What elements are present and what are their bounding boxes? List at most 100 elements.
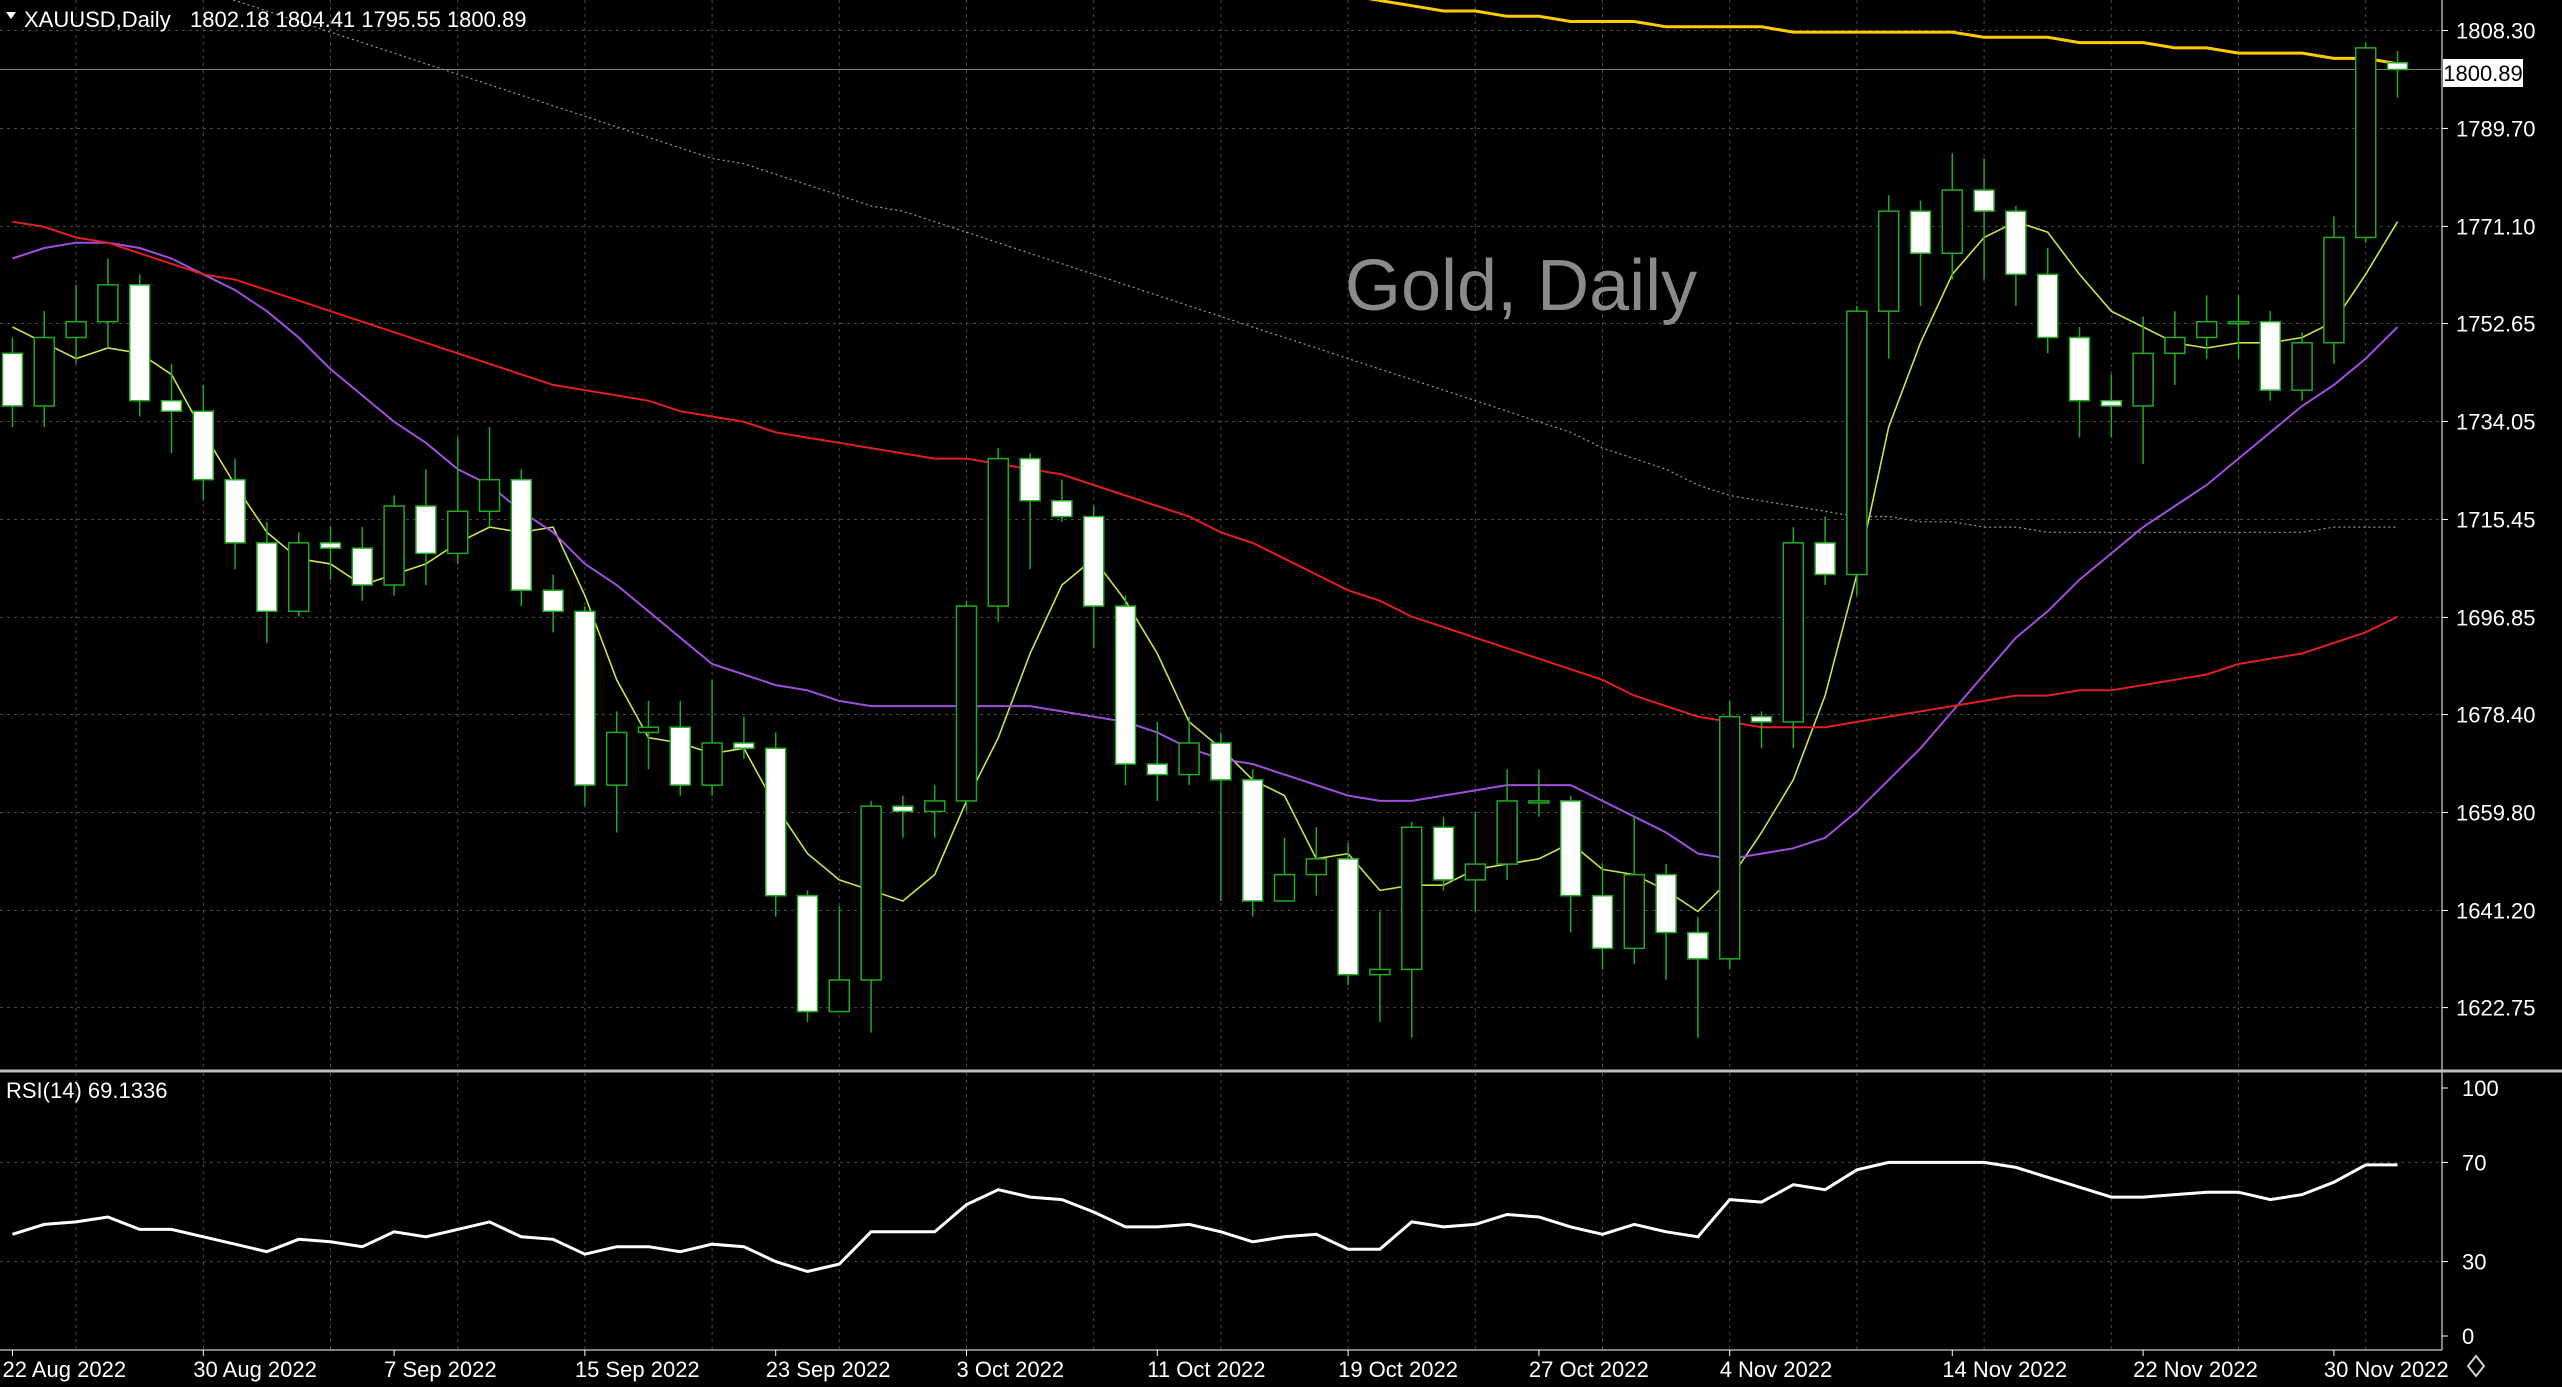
candle xyxy=(1687,916,1709,1038)
candle xyxy=(605,711,628,833)
candle-body-bullish xyxy=(1400,826,1423,971)
candle xyxy=(33,311,56,428)
x-tick-label: 15 Sep 2022 xyxy=(575,1357,700,1382)
candle-body-bullish xyxy=(2323,236,2345,344)
candle-body-bearish xyxy=(542,589,564,613)
candle-body-bearish xyxy=(192,410,215,481)
x-tick-label: 7 Sep 2022 xyxy=(384,1357,497,1382)
moving-average-ma20 xyxy=(12,241,2399,860)
candle xyxy=(2323,216,2345,364)
y-tick-label: 1622.75 xyxy=(2456,996,2536,1021)
candle xyxy=(1210,732,1232,901)
candle xyxy=(923,785,946,838)
candle-body-bullish xyxy=(701,742,723,786)
candle-body-bullish xyxy=(1877,210,1900,312)
candle-body-bearish xyxy=(2036,273,2059,339)
candle xyxy=(637,700,660,770)
current-price-label: 1800.89 xyxy=(2443,61,2523,86)
candle-body-bearish xyxy=(1,352,24,407)
candle-body-bullish xyxy=(1623,873,1646,950)
candle xyxy=(1464,811,1487,912)
candle-body-bullish xyxy=(1941,189,1964,255)
current-price-tag xyxy=(2443,59,2523,87)
candle-body-bearish xyxy=(1559,800,1582,897)
candle xyxy=(97,258,119,349)
candle-body-bullish xyxy=(2132,352,2154,407)
y-tick-label: 1771.10 xyxy=(2456,214,2536,239)
candle xyxy=(987,448,1010,622)
candle-body-bearish xyxy=(1814,542,1836,576)
candle xyxy=(828,906,851,1013)
candle-body-bearish xyxy=(1750,715,1773,723)
candle-body-bearish xyxy=(1082,515,1105,607)
candles xyxy=(1,42,2409,1038)
candle-body-bearish xyxy=(2068,336,2091,402)
candle-body-bearish xyxy=(1019,457,1041,502)
candle xyxy=(796,890,819,1023)
candle xyxy=(2132,316,2154,464)
y-tick-label: 1696.85 xyxy=(2456,605,2536,630)
candle-body-bearish xyxy=(319,542,342,549)
moving-average-lines xyxy=(12,0,2399,913)
moving-average-ma200 xyxy=(1367,0,2398,66)
rsi-line xyxy=(12,1160,2398,1274)
candle-body-bearish xyxy=(1146,763,1169,776)
candle-body-bullish xyxy=(33,336,56,407)
candle-body-bearish xyxy=(1210,742,1232,781)
candle-body-bearish xyxy=(1909,210,1932,255)
candle xyxy=(2227,295,2250,359)
candle-body-bullish xyxy=(1718,715,1741,960)
candle-body-bearish xyxy=(510,478,533,592)
ohlc-readout: 1802.18 1804.41 1795.55 1800.89 xyxy=(190,7,526,32)
candle-body-bullish xyxy=(605,731,628,786)
candle-body-bullish xyxy=(2291,342,2313,391)
candle-body-bearish xyxy=(892,805,914,813)
candle xyxy=(446,437,469,564)
candle-body-bearish xyxy=(1432,826,1455,881)
x-tick-label: 23 Sep 2022 xyxy=(766,1357,891,1382)
x-tick-label: 14 Nov 2022 xyxy=(1942,1357,2067,1382)
candle xyxy=(1528,769,1550,817)
candle-body-bullish xyxy=(1369,968,1391,976)
candle-body-bullish xyxy=(1782,542,1805,723)
candle xyxy=(669,700,692,796)
candle xyxy=(1432,816,1455,891)
candle xyxy=(2354,42,2377,243)
y-tick-label: 1715.45 xyxy=(2456,507,2536,532)
candle-body-bullish xyxy=(1496,800,1518,865)
candle-body-bullish xyxy=(2195,320,2218,339)
candle-body-bullish xyxy=(97,284,119,323)
candle xyxy=(1337,843,1359,986)
y-tick-label: 1641.20 xyxy=(2456,898,2536,923)
candle-body-bearish xyxy=(574,610,596,786)
candle-body-bearish xyxy=(160,399,183,412)
symbol-menu-icon[interactable] xyxy=(6,12,16,19)
candle-body-bearish xyxy=(351,547,374,586)
candle-body-bullish xyxy=(860,805,882,981)
candle-body-bearish xyxy=(2386,61,2409,71)
candle xyxy=(1082,506,1105,649)
candle-body-bearish xyxy=(2005,210,2027,276)
x-tick-label: 27 Oct 2022 xyxy=(1529,1357,1649,1382)
candle xyxy=(1559,795,1582,933)
candle-body-bearish xyxy=(256,542,278,613)
candle-body-bullish xyxy=(2354,47,2377,239)
candle xyxy=(1623,816,1646,965)
candle-body-bearish xyxy=(764,747,787,897)
candle-body-bullish xyxy=(1846,310,1868,576)
symbol-timeframe: XAUUSD,Daily xyxy=(24,7,171,32)
candle xyxy=(415,469,437,586)
candle-body-bearish xyxy=(1687,931,1709,960)
grid xyxy=(0,0,2442,1350)
candle-body-bullish xyxy=(923,800,946,813)
candle xyxy=(1814,516,1836,586)
candle xyxy=(2100,374,2123,438)
candle-body-bullish xyxy=(65,320,87,339)
y-tick-label: 1808.30 xyxy=(2456,19,2536,44)
candle-body-bearish xyxy=(224,478,246,544)
candle xyxy=(1178,716,1200,786)
candle xyxy=(192,384,215,501)
candle-body-bullish xyxy=(446,510,469,555)
y-tick-label: 1678.40 xyxy=(2456,703,2536,728)
